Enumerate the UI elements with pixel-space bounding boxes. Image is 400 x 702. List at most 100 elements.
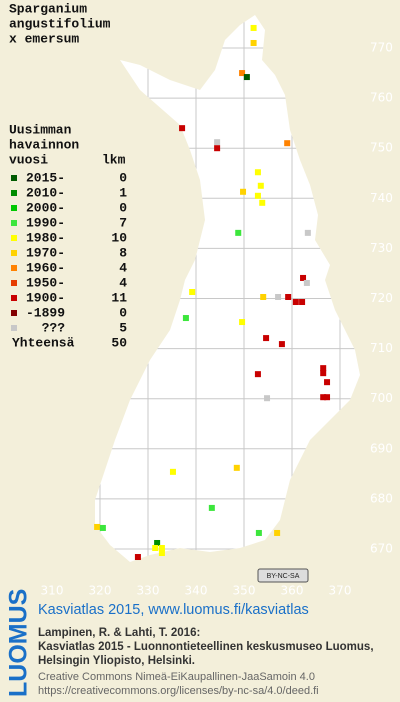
legend-swatch (11, 280, 17, 286)
legend-swatch (11, 190, 17, 196)
observation (285, 293, 292, 300)
observation (152, 544, 159, 551)
observation (235, 229, 242, 236)
title: angustifolium (9, 16, 111, 31)
citation: Helsingin Yliopisto, Helsinki. (38, 655, 195, 667)
x-tick-label: 330 (137, 584, 160, 598)
logo: LUOMUS (5, 589, 33, 697)
legend-label: ??? (42, 320, 66, 335)
legend-count: 0 (119, 170, 127, 185)
observation (260, 293, 267, 300)
legend-count: 7 (119, 215, 127, 230)
legend-label: 1970- (26, 245, 65, 260)
observation (243, 74, 250, 81)
observation (239, 70, 246, 77)
observation (99, 524, 106, 531)
observation (254, 192, 261, 199)
observation (320, 370, 327, 377)
x-tick-label: 350 (233, 584, 256, 598)
observation (239, 319, 246, 326)
observation (259, 199, 266, 206)
observation (274, 529, 281, 536)
x-tick-label: 370 (329, 584, 352, 598)
legend-label: -1899 (26, 305, 65, 320)
y-tick-label: 700 (370, 391, 393, 405)
observation (208, 504, 215, 511)
observation (275, 293, 282, 300)
x-tick-label: 340 (185, 584, 208, 598)
legend-swatch (11, 295, 17, 301)
license: Creative Commons Nimeä-EiKaupallinen-Jaa… (38, 671, 315, 683)
observation (158, 550, 165, 557)
observation (179, 125, 186, 132)
x-tick-label: 320 (89, 584, 112, 598)
y-tick-label: 720 (370, 291, 393, 305)
headline: Kasviatlas 2015, www.luomus.fi/kasviatla… (38, 602, 309, 618)
legend-swatch (11, 235, 17, 241)
legend-label: 1900- (26, 290, 65, 305)
legend-swatch (11, 250, 17, 256)
observation (154, 539, 161, 546)
citation: Kasviatlas 2015 - Luonnontieteellinen ke… (38, 641, 374, 653)
observation (250, 39, 257, 46)
y-tick-label: 680 (370, 491, 393, 505)
observation (300, 274, 307, 281)
legend-count: 1 (119, 185, 127, 200)
observation (94, 523, 101, 530)
legend-count: 11 (111, 290, 127, 305)
y-tick-label: 770 (370, 41, 393, 55)
legend-count: 0 (119, 200, 127, 215)
legend-swatch (11, 325, 17, 331)
y-tick-label: 670 (370, 542, 393, 556)
citation: Lampinen, R. & Lahti, T. 2016: (38, 627, 200, 639)
legend-count: 5 (119, 320, 127, 335)
observation (320, 365, 327, 372)
observation (257, 182, 264, 189)
legend-heading: havainnon (9, 137, 79, 152)
observation (320, 394, 327, 401)
observation (278, 341, 285, 348)
observation (254, 169, 261, 176)
observation (284, 140, 291, 147)
legend-count: 0 (119, 305, 127, 320)
y-tick-label: 690 (370, 441, 393, 455)
cc-badge-text: BY-NC-SA (267, 573, 300, 580)
labels: 310 320 330 340 350 360 3706706806907007107207… (5, 1, 393, 697)
legend-swatch (11, 205, 17, 211)
legend-total: 50 (111, 335, 127, 350)
legend-heading: vuosi (9, 152, 48, 167)
legend-label: 1990- (26, 215, 65, 230)
legend-label: 2015- (26, 170, 65, 185)
legend-label: 1950- (26, 275, 65, 290)
legend-heading: Uusimman (9, 122, 72, 137)
legend-swatch (11, 310, 17, 316)
y-tick-label: 750 (370, 141, 393, 155)
observation (263, 335, 270, 342)
observation (299, 299, 306, 306)
observation (214, 139, 221, 146)
observation (182, 315, 189, 322)
x-tick-label: 360 (281, 584, 304, 598)
x-tick-label: 310 (41, 584, 64, 598)
y-tick-label: 710 (370, 341, 393, 355)
legend-count: 8 (119, 245, 127, 260)
observation (158, 544, 165, 551)
legend-count: 10 (111, 230, 127, 245)
legend-label: 1960- (26, 260, 65, 275)
observation (324, 394, 331, 401)
observations (94, 24, 331, 561)
observation (189, 288, 196, 295)
y-tick-label: 740 (370, 191, 393, 205)
y-tick-label: 730 (370, 241, 393, 255)
observation (324, 379, 331, 386)
observation (214, 145, 221, 152)
legend-label: 2010- (26, 185, 65, 200)
observation (303, 279, 310, 286)
observation (240, 188, 247, 195)
observation (134, 554, 141, 561)
legend-count-heading: lkm (102, 152, 126, 167)
observation (255, 529, 262, 536)
observation (169, 468, 176, 475)
title: Sparganium (9, 1, 87, 16)
license: https://creativecommons.org/licenses/by-… (38, 685, 319, 697)
